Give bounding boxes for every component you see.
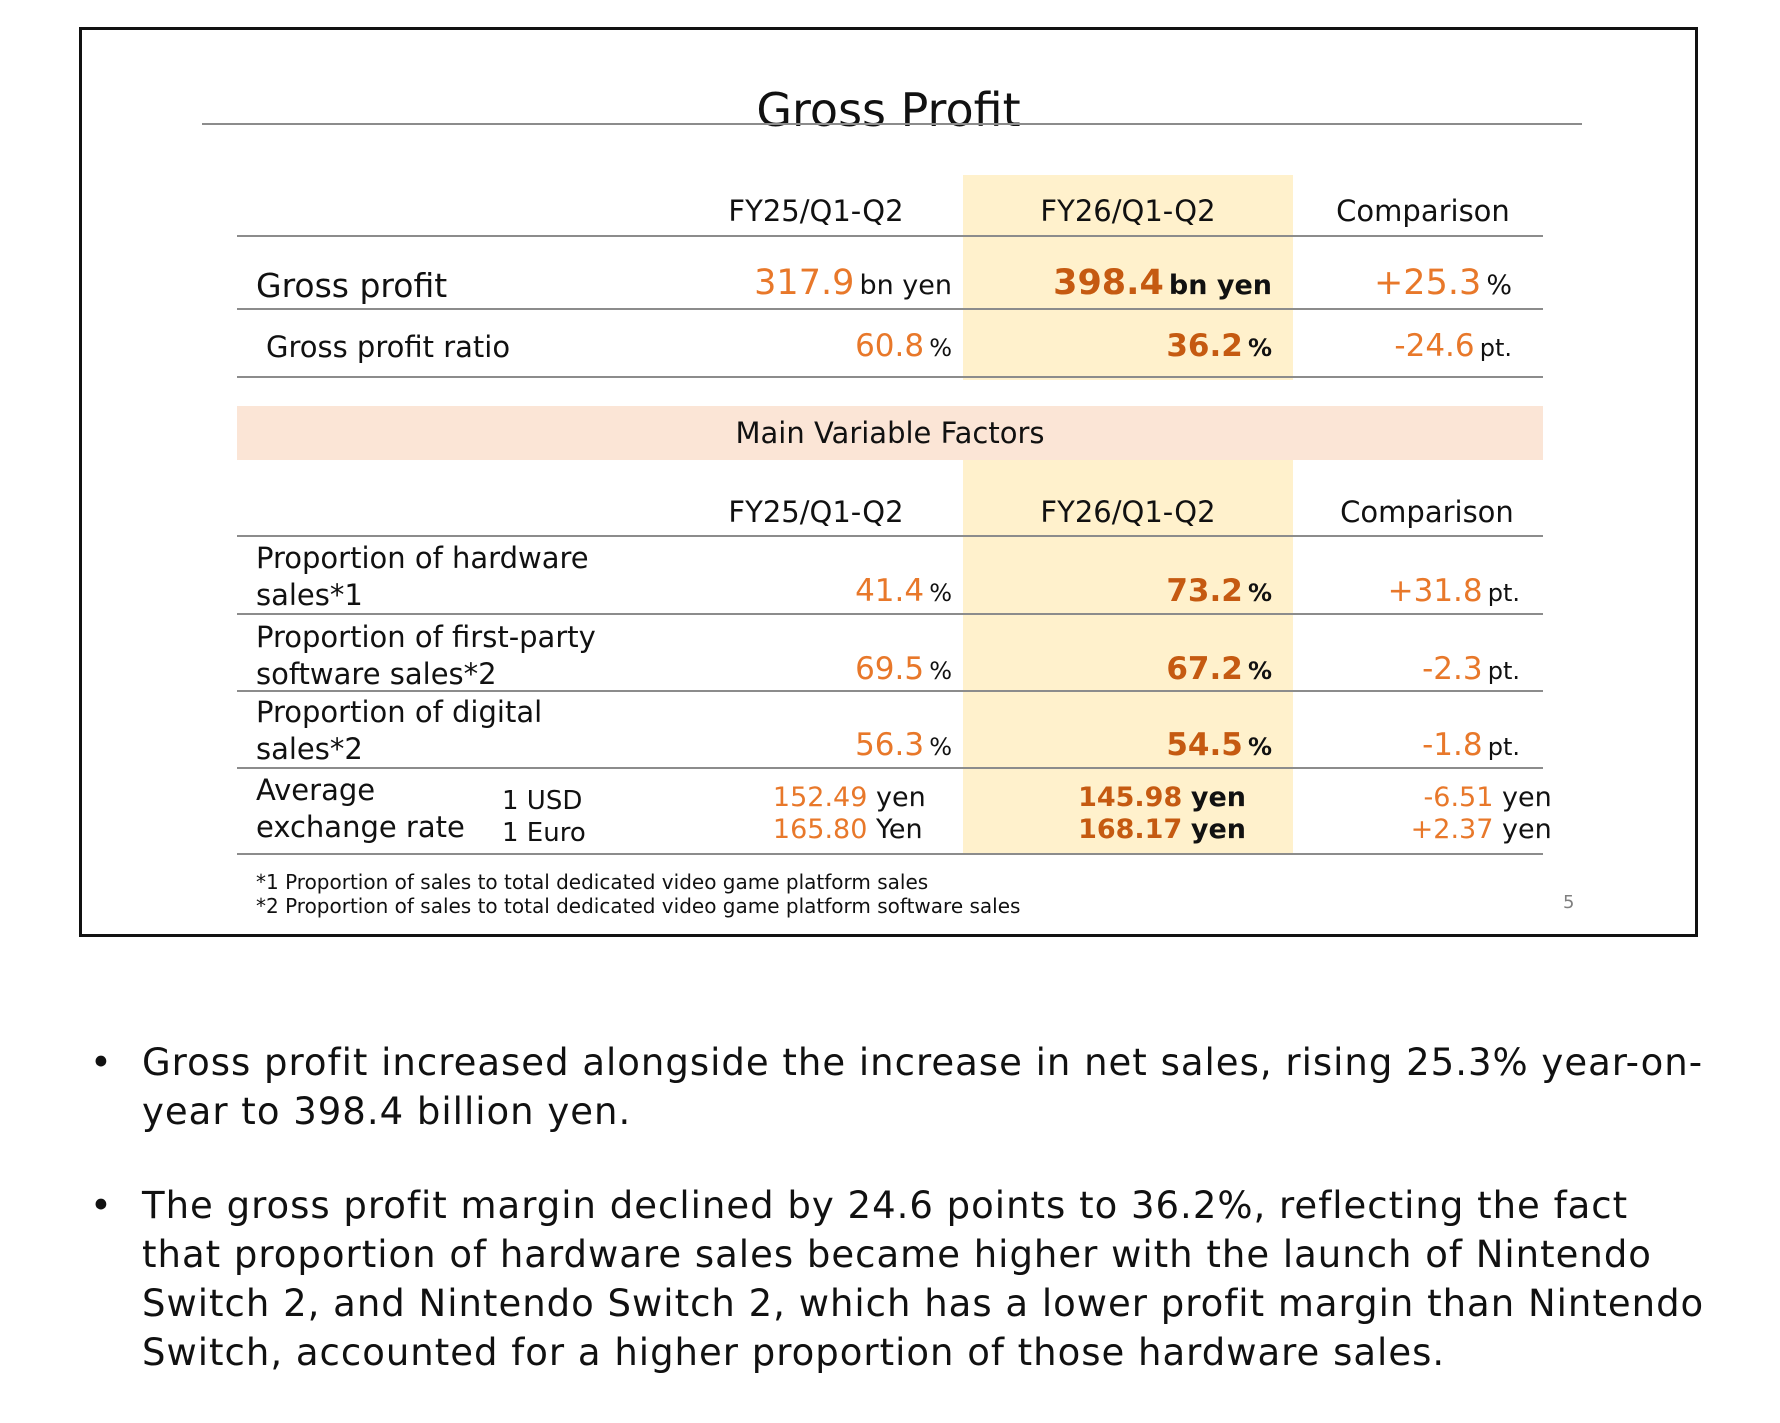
header-fy25: FY25/Q1-Q2 xyxy=(728,194,904,228)
bullet-dot: • xyxy=(90,1041,113,1084)
commentary-bullets: • Gross profit increased alongside the i… xyxy=(90,1038,1710,1377)
row-divider xyxy=(237,376,1543,378)
digital-proportion-label: Proportion of digital sales*2 xyxy=(256,695,543,766)
gross-profit-fy26: 398.4 bn yen xyxy=(1053,263,1272,303)
usd-rate-comparison: -6.51 yen xyxy=(1423,782,1552,813)
euro-rate-fy26: 168.17 yen xyxy=(1078,814,1246,845)
fy26-highlight-bottom xyxy=(963,460,1293,855)
factors-header-fy25: FY25/Q1-Q2 xyxy=(728,495,904,529)
fy26-highlight-top xyxy=(963,175,1293,380)
gross-profit-ratio-fy26: 36.2 % xyxy=(1166,328,1272,364)
exchange-rate-label: Average exchange rate xyxy=(256,773,465,844)
bullet-item: • The gross profit margin declined by 24… xyxy=(90,1181,1710,1377)
row-divider xyxy=(237,853,1543,855)
hardware-proportion-fy25: 41.4 % xyxy=(855,573,952,609)
bullet-dot: • xyxy=(90,1184,113,1227)
euro-label: 1 Euro xyxy=(502,818,586,848)
hardware-proportion-label: Proportion of hardware sales*1 xyxy=(256,541,589,612)
main-variable-factors-heading: Main Variable Factors xyxy=(237,406,1543,460)
digital-proportion-comparison: -1.8 pt. xyxy=(1422,727,1520,763)
gross-profit-fy25: 317.9 bn yen xyxy=(754,263,952,303)
bullet-text: The gross profit margin declined by 24.6… xyxy=(142,1184,1705,1374)
row-divider xyxy=(237,535,1543,537)
gross-profit-label: Gross profit xyxy=(256,266,448,305)
row-divider xyxy=(237,767,1543,769)
bullet-item: • Gross profit increased alongside the i… xyxy=(90,1038,1710,1136)
hardware-proportion-comparison: +31.8 pt. xyxy=(1387,573,1520,609)
header-comparison: Comparison xyxy=(1336,194,1510,228)
bullet-text: Gross profit increased alongside the inc… xyxy=(142,1041,1704,1133)
usd-rate-fy25: 152.49 yen xyxy=(772,782,926,813)
slide-title: Gross Profit xyxy=(756,83,1021,137)
digital-proportion-fy26: 54.5 % xyxy=(1166,727,1272,763)
usd-rate-fy26: 145.98 yen xyxy=(1078,782,1246,813)
euro-rate-fy25: 165.80 Yen xyxy=(772,814,923,845)
row-divider xyxy=(237,613,1543,615)
slide-frame: Gross Profit FY25/Q1-Q2 FY26/Q1-Q2 Compa… xyxy=(79,27,1698,937)
row-divider xyxy=(237,235,1543,237)
row-divider xyxy=(237,308,1543,310)
first-party-proportion-fy25: 69.5 % xyxy=(855,651,952,687)
row-divider xyxy=(237,690,1543,692)
footnote-1: *1 Proportion of sales to total dedicate… xyxy=(256,870,929,894)
gross-profit-ratio-fy25: 60.8 % xyxy=(855,328,952,364)
digital-proportion-fy25: 56.3 % xyxy=(855,727,952,763)
title-divider xyxy=(202,123,1582,125)
usd-label: 1 USD xyxy=(502,786,583,816)
gross-profit-comparison: +25.3 % xyxy=(1373,263,1512,303)
euro-rate-comparison: +2.37 yen xyxy=(1410,814,1552,845)
first-party-proportion-fy26: 67.2 % xyxy=(1166,651,1272,687)
header-fy26: FY26/Q1-Q2 xyxy=(1040,194,1216,228)
first-party-proportion-label: Proportion of first-party software sales… xyxy=(256,620,596,691)
first-party-proportion-comparison: -2.3 pt. xyxy=(1422,651,1520,687)
factors-header-comparison: Comparison xyxy=(1340,495,1514,529)
page-number: 5 xyxy=(1563,892,1575,913)
footnote-2: *2 Proportion of sales to total dedicate… xyxy=(256,894,1021,918)
gross-profit-ratio-comparison: -24.6 pt. xyxy=(1394,328,1512,364)
hardware-proportion-fy26: 73.2 % xyxy=(1166,573,1272,609)
factors-header-fy26: FY26/Q1-Q2 xyxy=(1040,495,1216,529)
gross-profit-ratio-label: Gross profit ratio xyxy=(266,330,511,364)
